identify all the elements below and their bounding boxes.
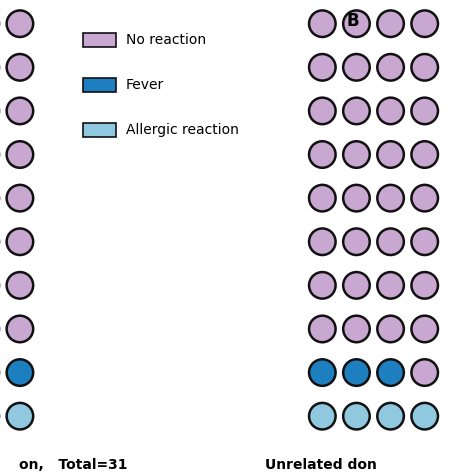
Circle shape xyxy=(377,403,404,429)
Text: on,   Total=31: on, Total=31 xyxy=(19,457,128,472)
Circle shape xyxy=(377,54,404,81)
Circle shape xyxy=(343,272,370,299)
Circle shape xyxy=(411,359,438,386)
Circle shape xyxy=(411,316,438,342)
FancyBboxPatch shape xyxy=(83,78,116,92)
Circle shape xyxy=(411,141,438,168)
Circle shape xyxy=(7,10,33,37)
Circle shape xyxy=(343,10,370,37)
Circle shape xyxy=(343,54,370,81)
Circle shape xyxy=(411,98,438,124)
Circle shape xyxy=(411,10,438,37)
Circle shape xyxy=(309,403,336,429)
Circle shape xyxy=(7,316,33,342)
Circle shape xyxy=(411,403,438,429)
Circle shape xyxy=(343,403,370,429)
Circle shape xyxy=(377,98,404,124)
Circle shape xyxy=(377,10,404,37)
Circle shape xyxy=(309,185,336,211)
Circle shape xyxy=(377,185,404,211)
Circle shape xyxy=(343,359,370,386)
Circle shape xyxy=(309,141,336,168)
Circle shape xyxy=(411,228,438,255)
Circle shape xyxy=(411,272,438,299)
Circle shape xyxy=(309,10,336,37)
Circle shape xyxy=(7,141,33,168)
Circle shape xyxy=(7,98,33,124)
Circle shape xyxy=(7,54,33,81)
Circle shape xyxy=(309,359,336,386)
Circle shape xyxy=(411,185,438,211)
Circle shape xyxy=(309,54,336,81)
Text: B: B xyxy=(347,12,359,30)
Circle shape xyxy=(7,185,33,211)
Circle shape xyxy=(343,98,370,124)
Circle shape xyxy=(377,228,404,255)
Text: No reaction: No reaction xyxy=(126,33,206,47)
Circle shape xyxy=(377,359,404,386)
Circle shape xyxy=(309,272,336,299)
FancyBboxPatch shape xyxy=(83,123,116,137)
Circle shape xyxy=(309,316,336,342)
Circle shape xyxy=(343,185,370,211)
Text: Fever: Fever xyxy=(126,78,164,92)
Circle shape xyxy=(343,316,370,342)
Circle shape xyxy=(343,141,370,168)
Circle shape xyxy=(411,54,438,81)
Circle shape xyxy=(309,228,336,255)
Text: Unrelated don: Unrelated don xyxy=(265,457,377,472)
Circle shape xyxy=(377,141,404,168)
Circle shape xyxy=(377,316,404,342)
Circle shape xyxy=(7,359,33,386)
FancyBboxPatch shape xyxy=(83,33,116,47)
Circle shape xyxy=(7,228,33,255)
Text: Allergic reaction: Allergic reaction xyxy=(126,123,238,137)
Circle shape xyxy=(7,272,33,299)
Circle shape xyxy=(7,403,33,429)
Circle shape xyxy=(309,98,336,124)
Circle shape xyxy=(377,272,404,299)
Circle shape xyxy=(343,228,370,255)
